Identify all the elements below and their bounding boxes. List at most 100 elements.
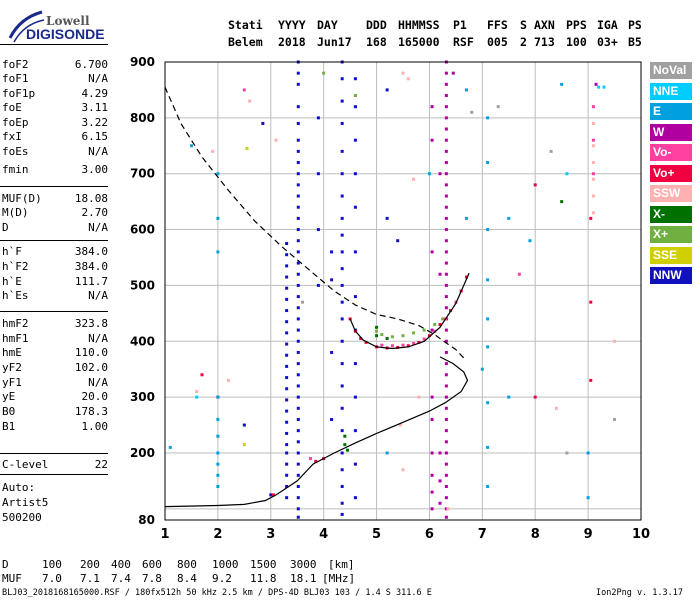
- muf-distance: 600: [142, 558, 162, 571]
- echo-point: [385, 88, 389, 92]
- echo-point: [591, 172, 595, 176]
- echo-point: [444, 283, 448, 287]
- parameter-value: 22: [94, 458, 108, 471]
- echo-point: [340, 468, 344, 472]
- parameter-row: D N/A: [2, 221, 108, 235]
- parameter-value: 384.0: [74, 260, 108, 273]
- parameter-name: foEp: [2, 116, 29, 129]
- echo-group: [430, 60, 598, 519]
- echo-point: [444, 71, 448, 75]
- echo-point: [444, 306, 448, 310]
- legend-item: NoVal: [650, 62, 692, 79]
- parameter-name: MUF(D): [2, 192, 42, 205]
- echo-point: [444, 406, 448, 410]
- echo-point: [340, 121, 344, 125]
- echo-point: [296, 451, 300, 455]
- header-value: 713: [534, 35, 555, 49]
- echo-point: [296, 121, 300, 125]
- echo-point: [285, 398, 289, 402]
- parameter-value: 323.8: [74, 317, 108, 330]
- echo-point: [401, 468, 405, 472]
- header-label: AXN: [534, 18, 555, 32]
- y-tick-label: 900: [130, 55, 155, 69]
- muf-curve: [164, 86, 465, 359]
- header-value: 005: [487, 35, 508, 49]
- echo-point: [353, 250, 357, 254]
- echo-point: [430, 138, 434, 142]
- echo-point: [380, 333, 384, 337]
- echo-point: [216, 434, 220, 438]
- x-tick-label: 9: [584, 527, 593, 542]
- parameter-name: C-level: [2, 458, 49, 471]
- autoscaling-line2: Artist5: [2, 496, 49, 509]
- parameter-row: fxI 6.15: [2, 130, 108, 144]
- echo-point: [353, 496, 357, 500]
- echo-point: [316, 228, 320, 232]
- header-value: Jun17: [317, 35, 352, 49]
- parameter-name: yF1: [2, 376, 22, 389]
- echo-point: [285, 484, 289, 488]
- echo-point: [422, 328, 426, 332]
- echo-point: [296, 149, 300, 153]
- legend-item: SSE: [650, 246, 692, 264]
- parameter-name: h`F: [2, 245, 22, 258]
- echo-point: [314, 459, 318, 463]
- echo-point: [216, 473, 220, 477]
- header-value: 168: [366, 35, 387, 49]
- echo-point: [296, 515, 300, 519]
- echo-point: [591, 121, 595, 125]
- echo-point: [444, 395, 448, 399]
- echo-point: [296, 194, 300, 198]
- echo-point: [589, 216, 593, 220]
- parameter-row: yF2 102.0: [2, 361, 108, 375]
- header-value: B5: [628, 35, 642, 49]
- echo-point: [430, 490, 434, 494]
- echo-point: [271, 493, 275, 497]
- echo-point: [343, 434, 347, 438]
- echo-point: [438, 479, 442, 483]
- muf-value: 7.0: [42, 572, 62, 585]
- echo-point: [296, 362, 300, 366]
- echo-point: [340, 194, 344, 198]
- echo-point: [226, 378, 230, 382]
- echo-point: [444, 272, 448, 276]
- echo-point: [216, 462, 220, 466]
- muf-distance-unit: [km]: [328, 558, 355, 571]
- echo-point: [486, 445, 490, 449]
- echo-point: [296, 183, 300, 187]
- parameter-row: hmF2 323.8: [2, 317, 108, 331]
- echo-point: [345, 448, 349, 452]
- parameter-name: foF2: [2, 58, 29, 71]
- echo-point: [464, 216, 468, 220]
- echo-point: [216, 451, 220, 455]
- parameter-value: 2.70: [81, 206, 109, 219]
- parameter-value: 110.0: [74, 346, 108, 359]
- echo-point: [296, 105, 300, 109]
- y-tick-label: 300: [130, 390, 155, 404]
- muf-value: 9.2: [212, 572, 232, 585]
- chart-grid: [164, 61, 642, 521]
- echo-point: [565, 172, 569, 176]
- muf-muf-label: MUF: [2, 572, 22, 585]
- echo-point: [353, 295, 357, 299]
- echo-point: [353, 77, 357, 81]
- parameter-value: 6.700: [74, 58, 108, 71]
- echo-point: [216, 172, 220, 176]
- parameter-row: B1 1.00: [2, 420, 108, 434]
- echo-point: [285, 462, 289, 466]
- echo-point: [470, 110, 474, 114]
- echo-point: [480, 367, 484, 371]
- echo-point: [340, 267, 344, 271]
- echo-point: [486, 484, 490, 488]
- echo-point: [296, 473, 300, 477]
- echo-point: [507, 395, 511, 399]
- echo-point: [285, 443, 289, 447]
- echo-point: [285, 431, 289, 435]
- parameter-name: h`F2: [2, 260, 29, 273]
- echo-point: [444, 205, 448, 209]
- echo-point: [285, 420, 289, 424]
- echo-point: [296, 295, 300, 299]
- echo-point: [406, 344, 410, 348]
- x-tick-label: 3: [266, 527, 275, 542]
